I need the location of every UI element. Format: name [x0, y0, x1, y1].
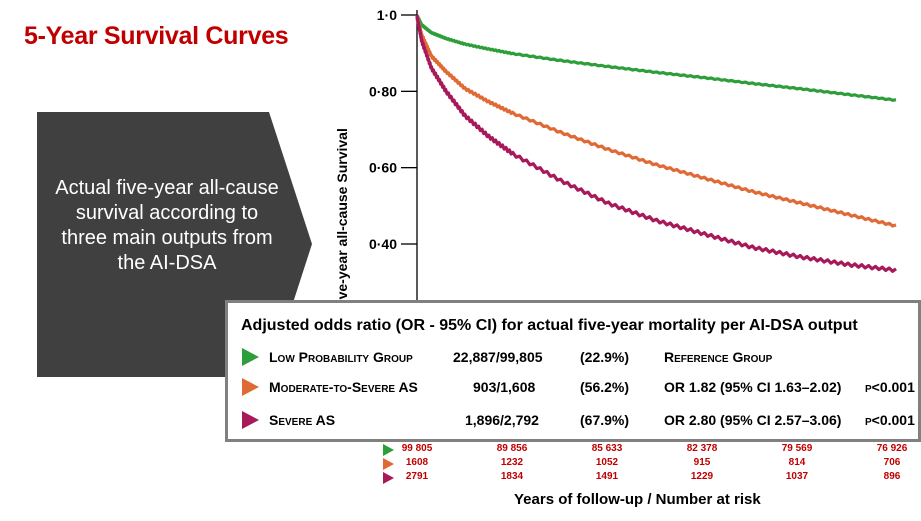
severe-group-marker-icon — [242, 411, 259, 429]
odds-table-title: Adjusted odds ratio (OR - 95% CI) for ac… — [241, 317, 858, 334]
risk-severe-value: 896 — [883, 471, 901, 482]
risk-low-value: 76 926 — [876, 443, 908, 454]
risk-severe-value: 1229 — [690, 471, 714, 482]
risk-low-value: 79 569 — [781, 443, 813, 454]
moderate-group-marker-icon — [242, 378, 259, 396]
odds-row-pct: (22.9%) — [580, 349, 630, 365]
slide-title: 5-Year Survival Curves — [24, 22, 289, 50]
risk-severe-marker-icon — [383, 472, 394, 484]
y-tick-label: 0·80 — [369, 83, 397, 99]
risk-low-value: 99 805 — [401, 443, 433, 454]
callout-text: Actual five-year all-cause survival acco… — [55, 177, 279, 274]
risk-severe-value: 2791 — [405, 471, 429, 482]
risk-severe-value: 1491 — [595, 471, 619, 482]
risk-low-value: 89 856 — [496, 443, 528, 454]
chart-axis: 1·0 0·80 0·60 0·40 Five-year all-cause Survi… — [334, 7, 418, 312]
series-line-low — [415, 14, 897, 102]
y-tick-label: 0·40 — [369, 236, 397, 252]
risk-moderate-value: 1608 — [405, 457, 429, 468]
odds-row-count: 1,896/2,792 — [465, 412, 539, 428]
risk-moderate-value: 1232 — [500, 457, 524, 468]
odds-row-count: 22,887/99,805 — [453, 349, 543, 365]
risk-low-value: 85 633 — [591, 443, 623, 454]
odds-row-p: p<0.001 — [865, 379, 915, 395]
odds-row-severe: Severe AS 1,896/2,792 (67.9%) OR 2.80 (9… — [228, 409, 921, 433]
y-tick-label: 0·60 — [369, 160, 397, 176]
risk-severe-value: 1037 — [785, 471, 809, 482]
odds-row-result: OR 2.80 (95% CI 2.57–3.06) — [664, 412, 842, 428]
low-group-marker-icon — [242, 348, 259, 366]
odds-row-group: Low Probability Group — [269, 349, 413, 365]
series-line-severe — [415, 14, 897, 273]
odds-row-group: Moderate-to-Severe AS — [269, 379, 418, 395]
odds-row-result: OR 1.82 (95% CI 1.63–2.02) — [664, 379, 842, 395]
odds-ratio-table: Adjusted odds ratio (OR - 95% CI) for ac… — [225, 300, 921, 442]
series-line-moderate — [415, 14, 897, 228]
chart-series — [415, 14, 897, 273]
y-tick-label: 1·0 — [377, 7, 397, 23]
odds-row-p: p<0.001 — [865, 412, 915, 428]
risk-moderate-value: 814 — [788, 457, 806, 468]
risk-moderate-marker-icon — [383, 458, 394, 470]
odds-row-low: Low Probability Group 22,887/99,805 (22.… — [228, 346, 921, 370]
odds-row-result: Reference Group — [664, 349, 773, 365]
risk-low-value: 82 378 — [686, 443, 718, 454]
odds-row-count: 903/1,608 — [473, 379, 536, 395]
odds-row-group: Severe AS — [269, 412, 336, 428]
y-axis-label: Five-year all-cause Survival — [334, 128, 350, 312]
odds-row-pct: (56.2%) — [580, 379, 630, 395]
risk-moderate-value: 915 — [693, 457, 711, 468]
risk-moderate-value: 1052 — [595, 457, 619, 468]
risk-moderate-value: 706 — [883, 457, 901, 468]
odds-row-moderate: Moderate-to-Severe AS 903/1,608 (56.2%) … — [228, 376, 921, 400]
risk-severe-value: 1834 — [500, 471, 524, 482]
x-axis-label: Years of follow-up / Number at risk — [514, 491, 761, 508]
risk-low-marker-icon — [383, 444, 394, 456]
odds-row-pct: (67.9%) — [580, 412, 630, 428]
